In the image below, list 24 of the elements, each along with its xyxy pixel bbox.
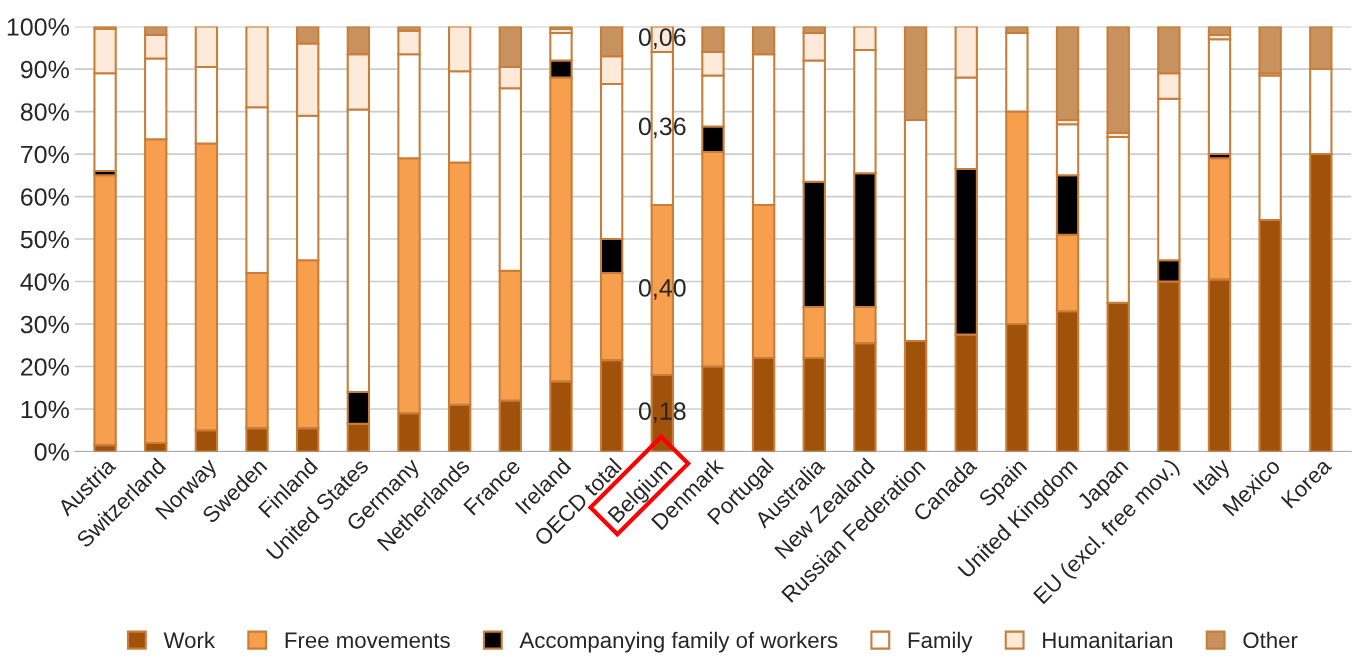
legend-label: Work (163, 631, 216, 649)
y-tick-label: 10% (21, 400, 69, 419)
y-tick-label: 40% (20, 273, 69, 291)
legend-label: Family (908, 631, 973, 653)
y-tick-label: 0% (34, 443, 69, 461)
y-tick-label: 100% (7, 18, 69, 36)
y-tick-label: 90% (20, 60, 69, 79)
bar (549, 26, 573, 30)
legend-label: Other (1243, 631, 1298, 649)
bar (1207, 38, 1232, 156)
legend-label: Humanitarian (1043, 631, 1173, 649)
bar (1106, 26, 1130, 134)
y-tick-label: 80% (20, 103, 69, 121)
y-tick-label: 60% (21, 188, 69, 206)
y-tick-label: 70% (21, 145, 69, 164)
bar (93, 174, 117, 447)
y-tick-label: 30% (20, 315, 69, 334)
bar (1207, 26, 1232, 37)
bar (1258, 26, 1282, 75)
y-tick-label: 20% (21, 358, 69, 376)
bar (1055, 26, 1080, 122)
legend-label: Accompanying family of workers (519, 631, 838, 653)
legend-label: Free movements (285, 632, 450, 649)
y-tick-label: 50% (20, 230, 69, 249)
